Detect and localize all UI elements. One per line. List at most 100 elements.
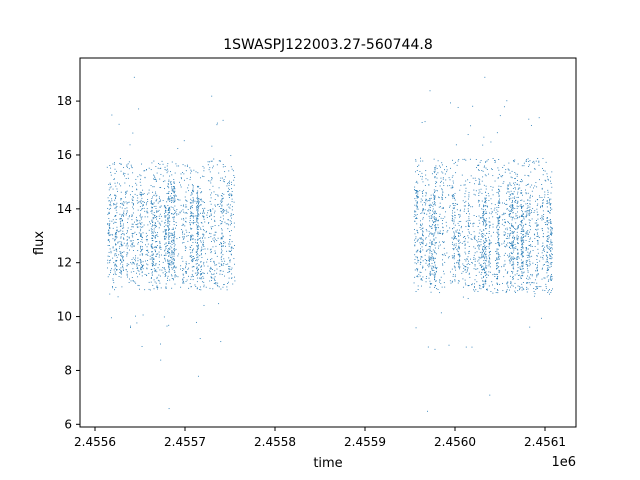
data-point: [503, 234, 505, 236]
data-point: [528, 241, 530, 242]
data-point: [523, 216, 525, 217]
data-point: [520, 276, 522, 278]
data-point: [479, 191, 481, 193]
data-point: [168, 271, 170, 273]
data-point: [478, 170, 480, 171]
data-point: [522, 252, 524, 253]
data-point: [151, 257, 153, 258]
data-point: [165, 252, 167, 254]
data-point: [467, 198, 469, 200]
data-point: [173, 195, 175, 196]
data-point: [441, 171, 443, 173]
data-point: [108, 274, 110, 276]
data-point: [415, 291, 417, 292]
data-point: [498, 220, 500, 222]
data-point: [530, 245, 532, 247]
data-point: [129, 249, 130, 251]
data-point: [108, 239, 110, 241]
data-point: [522, 219, 523, 221]
data-point: [535, 288, 537, 290]
data-point: [169, 242, 171, 244]
data-point: [434, 192, 435, 193]
data-point: [416, 250, 418, 251]
data-point: [488, 200, 490, 201]
data-point: [535, 182, 537, 184]
data-point: [178, 165, 180, 167]
data-point: [433, 222, 435, 224]
data-point: [526, 264, 528, 266]
data-point: [511, 204, 513, 206]
data-point: [442, 178, 444, 180]
data-point: [197, 207, 199, 209]
data-point: [140, 184, 142, 186]
data-point: [529, 196, 531, 198]
data-point: [503, 231, 505, 233]
data-point: [525, 249, 527, 251]
data-point: [214, 199, 216, 200]
data-point: [470, 258, 471, 260]
data-point: [152, 264, 154, 266]
data-point: [165, 215, 167, 217]
data-point: [511, 177, 513, 179]
data-point: [219, 273, 221, 275]
data-point: [517, 267, 519, 269]
data-point: [143, 224, 145, 226]
data-point: [232, 247, 234, 249]
data-point: [230, 230, 232, 232]
data-point: [199, 188, 201, 189]
data-point: [454, 214, 456, 216]
data-point: [140, 194, 142, 195]
data-point: [113, 222, 115, 224]
data-point: [551, 278, 553, 280]
data-point: [489, 252, 490, 254]
data-point: [468, 232, 470, 234]
data-point: [126, 254, 128, 256]
data-point: [464, 208, 466, 210]
data-point: [441, 233, 443, 234]
data-point: [458, 214, 460, 216]
data-point: [517, 226, 519, 228]
data-point: [160, 205, 162, 207]
data-point: [434, 176, 436, 178]
data-point: [518, 216, 520, 218]
data-point: [153, 228, 155, 230]
data-point: [151, 203, 153, 205]
data-point: [440, 217, 442, 219]
data-point: [108, 225, 110, 227]
data-point: [476, 216, 477, 217]
data-point: [171, 243, 173, 245]
data-point: [114, 271, 116, 273]
data-point: [550, 276, 552, 278]
data-point: [449, 179, 451, 181]
data-point: [544, 179, 546, 181]
data-point: [434, 242, 436, 244]
data-point: [173, 192, 175, 194]
data-point: [192, 238, 194, 240]
data-point: [510, 211, 512, 213]
data-point: [542, 257, 544, 258]
data-point: [171, 251, 173, 253]
data-point: [522, 241, 524, 243]
data-point: [116, 250, 118, 252]
data-point: [198, 198, 200, 200]
data-point: [182, 279, 184, 281]
data-point: [513, 244, 514, 246]
data-point: [193, 248, 195, 250]
data-point: [414, 189, 416, 191]
data-point: [228, 206, 230, 208]
data-point: [483, 220, 485, 222]
data-point: [509, 234, 511, 236]
data-point: [497, 231, 499, 233]
data-point: [439, 279, 441, 281]
data-point: [191, 212, 193, 214]
data-point: [120, 217, 122, 219]
data-point: [173, 262, 175, 263]
data-point: [433, 265, 435, 267]
data-point: [159, 246, 161, 248]
data-point: [174, 172, 176, 174]
data-point: [123, 172, 125, 174]
data-point: [197, 258, 199, 260]
data-point: [120, 243, 122, 245]
data-point: [513, 232, 514, 234]
data-point: [414, 233, 416, 235]
